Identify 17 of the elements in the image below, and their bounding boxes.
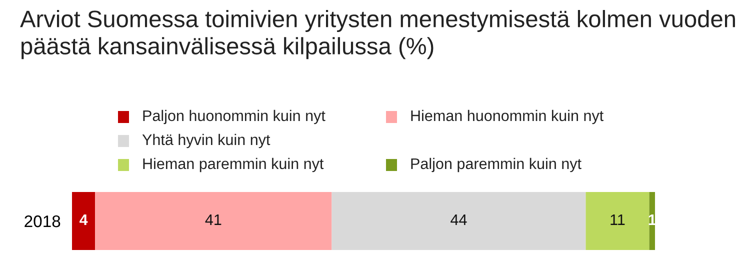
- data-label: 1: [648, 214, 656, 225]
- data-label: 44: [450, 214, 467, 225]
- legend-label: Paljon huonommin kuin nyt: [143, 110, 326, 124]
- y-tick-label: 2018: [24, 215, 60, 228]
- bar: [586, 192, 650, 250]
- bar: [95, 192, 332, 250]
- bar: [649, 192, 655, 250]
- bar: [332, 192, 586, 250]
- chart-title: Arviot Suomessa toimivien yritysten menestymisestä kolmen vuoden päästä kansainvälisessä kilpailussa (%): [20, 10, 735, 60]
- data-label: 11: [610, 214, 625, 225]
- legend-label: Hieman huonommin kuin nyt: [411, 110, 604, 124]
- data-label: 41: [205, 214, 222, 225]
- legend-label: Yhtä hyvin kuin nyt: [142, 134, 270, 148]
- bar: [72, 192, 96, 250]
- legend-label: Hieman paremmin kuin nyt: [143, 158, 324, 172]
- legend-label: Paljon paremmin kuin nyt: [411, 158, 582, 172]
- data-label: 4: [80, 214, 88, 225]
